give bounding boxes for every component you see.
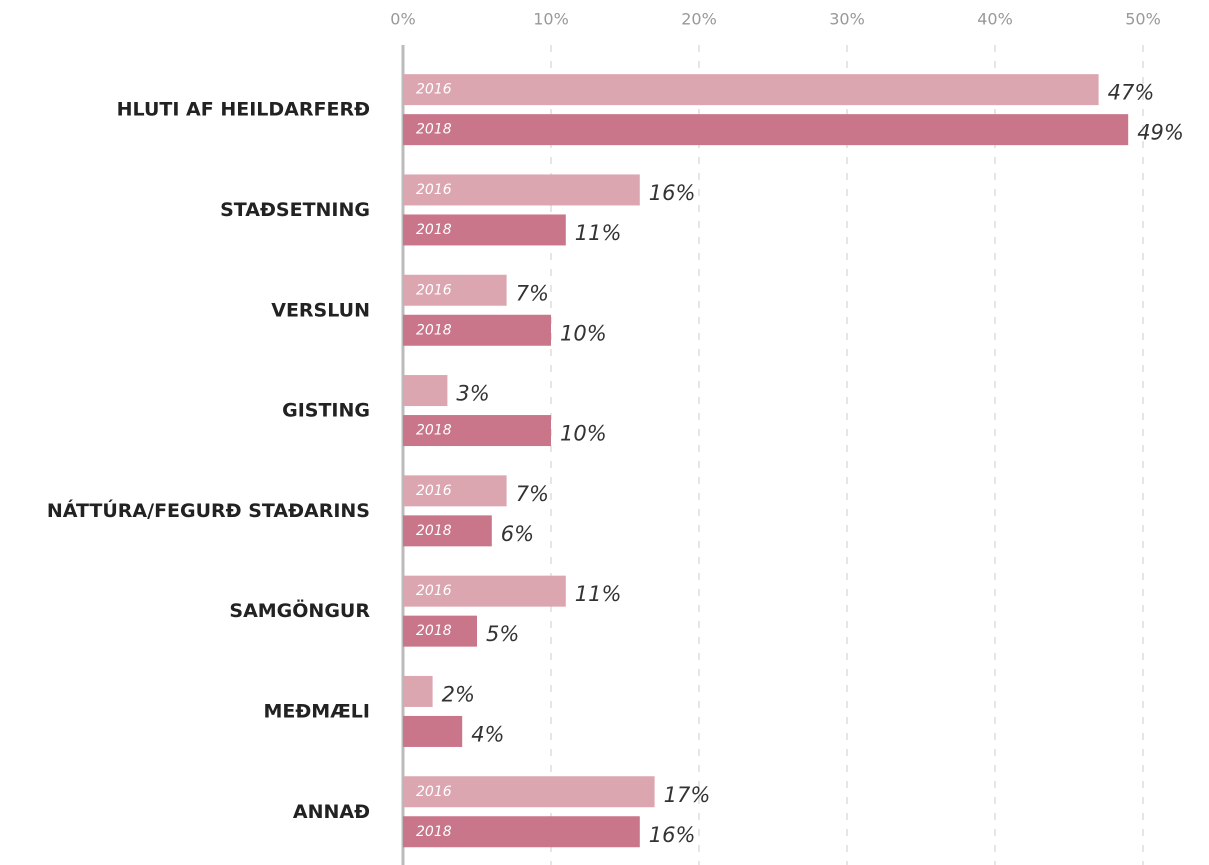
value-label: 10%	[560, 321, 607, 345]
bar	[403, 575, 566, 607]
series-name: 2018	[416, 322, 452, 338]
category-label: ANNAÐ	[293, 801, 370, 823]
category-label: STAÐSETNING	[220, 199, 370, 221]
value-label: 11%	[575, 221, 622, 245]
bar	[403, 615, 477, 647]
bar	[403, 715, 463, 747]
value-label: 7%	[516, 281, 549, 305]
bar	[403, 776, 655, 808]
x-tick-label: 10%	[533, 10, 569, 29]
value-label: 10%	[560, 422, 607, 446]
series-name: 2016	[416, 583, 452, 599]
bar	[403, 74, 1099, 106]
x-tick-label: 40%	[977, 10, 1013, 29]
value-label: 6%	[501, 522, 534, 546]
bar	[403, 816, 640, 848]
category-label: SAMGÖNGUR	[229, 598, 370, 622]
series-name: 2018	[416, 824, 452, 840]
bar	[403, 174, 640, 206]
value-label: 2%	[442, 682, 475, 706]
value-label: 11%	[575, 582, 622, 606]
value-label: 17%	[664, 783, 711, 807]
x-tick-label: 0%	[390, 10, 415, 29]
x-tick-label: 30%	[829, 10, 865, 29]
value-label: 16%	[649, 181, 696, 205]
category-label: GISTING	[282, 400, 370, 422]
value-label: 16%	[649, 823, 696, 847]
category-label: NÁTTÚRA/FEGURÐ STAÐARINS	[47, 498, 370, 522]
x-tick-label: 50%	[1125, 10, 1161, 29]
bar	[403, 314, 551, 346]
bar	[403, 515, 492, 547]
bar	[403, 274, 507, 306]
category-label: MEÐMÆLI	[263, 700, 370, 722]
value-label: 47%	[1108, 81, 1155, 105]
bar	[403, 675, 433, 707]
series-name: 2016	[416, 282, 452, 298]
series-name: 2018	[416, 523, 452, 539]
series-name: 2016	[416, 483, 452, 499]
category-label: HLUTI AF HEILDARFERÐ	[117, 99, 370, 121]
series-name: 2018	[416, 222, 452, 238]
series-name: 2016	[416, 182, 452, 198]
value-label: 49%	[1137, 121, 1184, 145]
value-label: 5%	[486, 622, 519, 646]
bar	[403, 475, 507, 507]
bar	[403, 114, 1129, 146]
value-label: 4%	[471, 722, 504, 746]
x-tick-label: 20%	[681, 10, 717, 29]
series-name: 2018	[416, 623, 452, 639]
value-label: 3%	[456, 382, 489, 406]
bar	[403, 214, 566, 246]
category-label: VERSLUN	[271, 299, 370, 321]
value-label: 7%	[516, 482, 549, 506]
series-name: 2016	[416, 784, 452, 800]
series-name: 2018	[416, 423, 452, 439]
series-name: 2016	[416, 82, 452, 98]
series-name: 2018	[416, 122, 452, 138]
bar	[403, 375, 448, 407]
bar	[403, 415, 551, 447]
